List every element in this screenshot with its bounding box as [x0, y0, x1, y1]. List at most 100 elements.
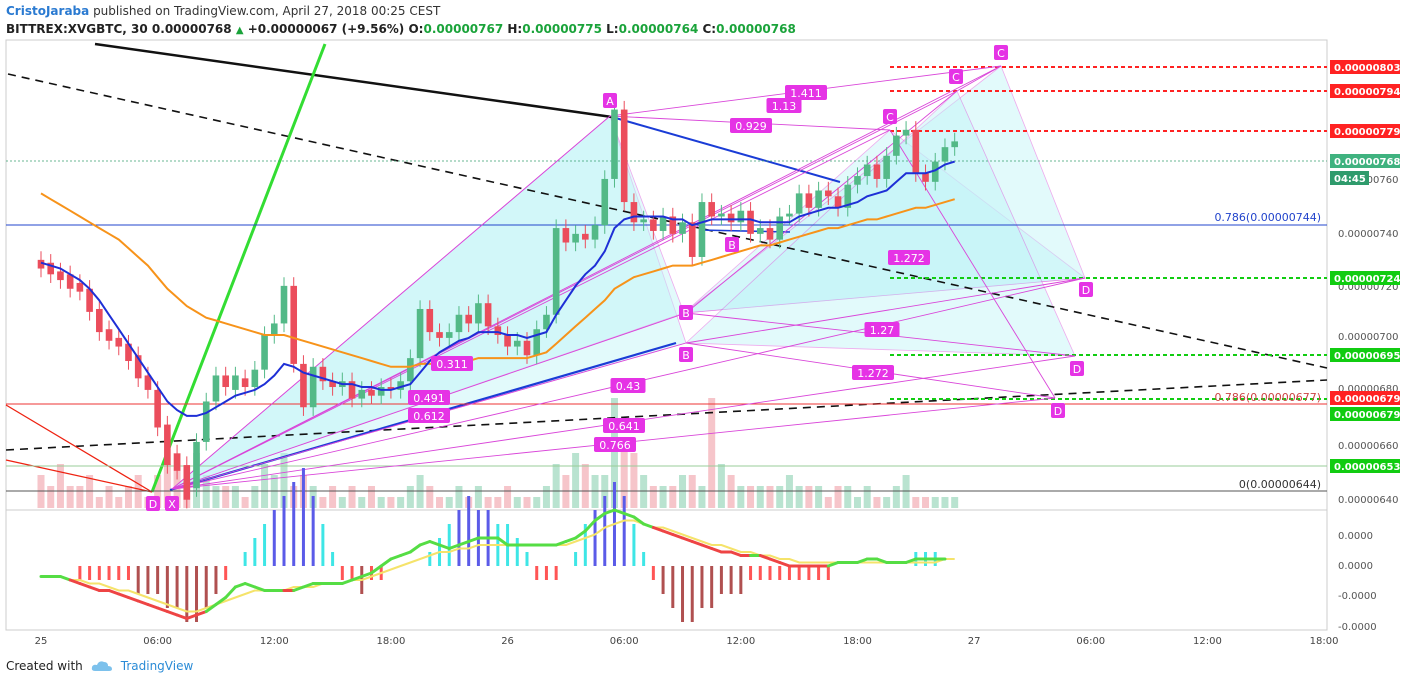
candle-body [552, 228, 560, 315]
candle-body [96, 308, 103, 333]
chart-header-quote: BITTREX:XVGBTC, 30 0.00000768 ▲ +0.00000… [6, 22, 796, 36]
price-tick-label: 0.00000720 [1338, 282, 1398, 293]
oscillator-tick-label: -0.0000 [1338, 591, 1377, 602]
histogram-bar [651, 566, 655, 580]
fib-ratio-label-bg [431, 356, 473, 371]
histogram-bar [78, 566, 82, 580]
histogram-bar [778, 566, 782, 580]
histogram-bar [185, 566, 189, 622]
oscillator-line-segment [204, 603, 218, 613]
author-link[interactable]: CristoJaraba [6, 4, 90, 18]
candle-body [834, 196, 842, 208]
fib-ratio-label-bg [408, 408, 450, 423]
candle-body [659, 216, 667, 231]
footer: Created with TradingView [6, 659, 193, 673]
oscillator-line-segment [195, 610, 208, 617]
candle-body [407, 358, 414, 382]
candle-body [465, 314, 472, 324]
candle-body [125, 343, 132, 362]
candle-body [523, 340, 531, 356]
time-tick-label: 06:00 [1076, 636, 1105, 647]
fib-ratio-label: 0.311 [436, 358, 468, 371]
price-level-badge-bg [1330, 459, 1400, 473]
volume-bar [795, 486, 803, 508]
oscillator-line-segment [301, 582, 315, 589]
candle-body [484, 303, 492, 327]
candle-body [47, 262, 55, 275]
candle-body [115, 337, 123, 347]
volume-bar [367, 486, 375, 508]
volume-bar [212, 486, 220, 508]
volume-bar [231, 486, 239, 508]
candle-body [844, 184, 852, 208]
histogram-bar [97, 566, 101, 580]
price-level-badge-bg [1330, 171, 1369, 185]
tradingview-brand-link[interactable]: TradingView [120, 659, 194, 673]
histogram-bar [671, 566, 675, 608]
price-level-badge-bg [1330, 271, 1400, 285]
oscillator-line-segment [826, 561, 840, 568]
candle-body [815, 190, 822, 208]
volume-bar [436, 497, 444, 508]
red-line-a [5, 404, 153, 493]
volume-bar [523, 497, 531, 508]
candle-body [377, 387, 385, 396]
volume-bar [455, 486, 463, 508]
volume-bar [56, 464, 64, 508]
pattern-point-label: D [1082, 284, 1090, 297]
candle-body [475, 303, 482, 324]
symbol-label[interactable]: BITTREX:XVGBTC, 30 [6, 22, 148, 36]
volume-bar [222, 486, 230, 508]
fib-ratio-label-bg [864, 322, 900, 337]
volume-bar [844, 486, 852, 508]
volume-bar [241, 497, 249, 508]
candle-body [348, 381, 356, 399]
price-level-badge-bg [1330, 407, 1400, 421]
oscillator-line-segment [651, 526, 665, 533]
pattern-point-label-bg [679, 305, 693, 320]
candle-body [922, 173, 929, 182]
oscillator-line-segment [253, 585, 267, 592]
oscillator-line-segment [438, 543, 451, 550]
volume-bar [552, 464, 560, 508]
volume-bar [863, 486, 871, 508]
last-price: 0.00000768 [151, 22, 232, 36]
candle-body [931, 161, 939, 182]
histogram-bar [826, 566, 830, 580]
price-level-badge: 0.00000724 [1334, 274, 1400, 285]
candle-body [222, 375, 229, 388]
oscillator-line-segment [583, 519, 597, 533]
oscillator-line-segment [418, 540, 432, 547]
candle-body [368, 389, 375, 396]
price-level-badge: 0.00000695 [1334, 351, 1400, 362]
oscillator-line-segment [564, 536, 578, 543]
volume-bar [387, 497, 395, 508]
harmonic-line [685, 277, 1086, 344]
pattern-point-label-bg [725, 237, 739, 252]
volume-bar [329, 486, 337, 508]
candle-body [756, 228, 764, 234]
oscillator-line-segment [350, 575, 364, 582]
green-trendline [150, 43, 327, 493]
volume-bar [669, 486, 677, 508]
price-level-badge-bg [1330, 84, 1400, 98]
histogram-bar [88, 566, 92, 580]
harmonic-line [171, 129, 891, 490]
histogram-bar [146, 566, 150, 594]
candle-body [251, 369, 259, 388]
histogram-bar [525, 552, 529, 566]
volume-bar [348, 486, 356, 508]
candle-body [650, 219, 657, 231]
oscillator-line-segment [78, 582, 92, 589]
candle-body [737, 210, 745, 223]
oscillator-line-segment [146, 603, 160, 610]
histogram-bar [447, 524, 451, 566]
candle-body [679, 222, 686, 234]
price-level-badge-bg [1330, 391, 1400, 405]
time-tick-label: 25 [35, 636, 48, 647]
open-value: 0.00000767 [423, 22, 504, 36]
candle-body [951, 141, 958, 148]
oscillator-line-segment [165, 610, 179, 617]
oscillator-line-segment [661, 529, 675, 536]
